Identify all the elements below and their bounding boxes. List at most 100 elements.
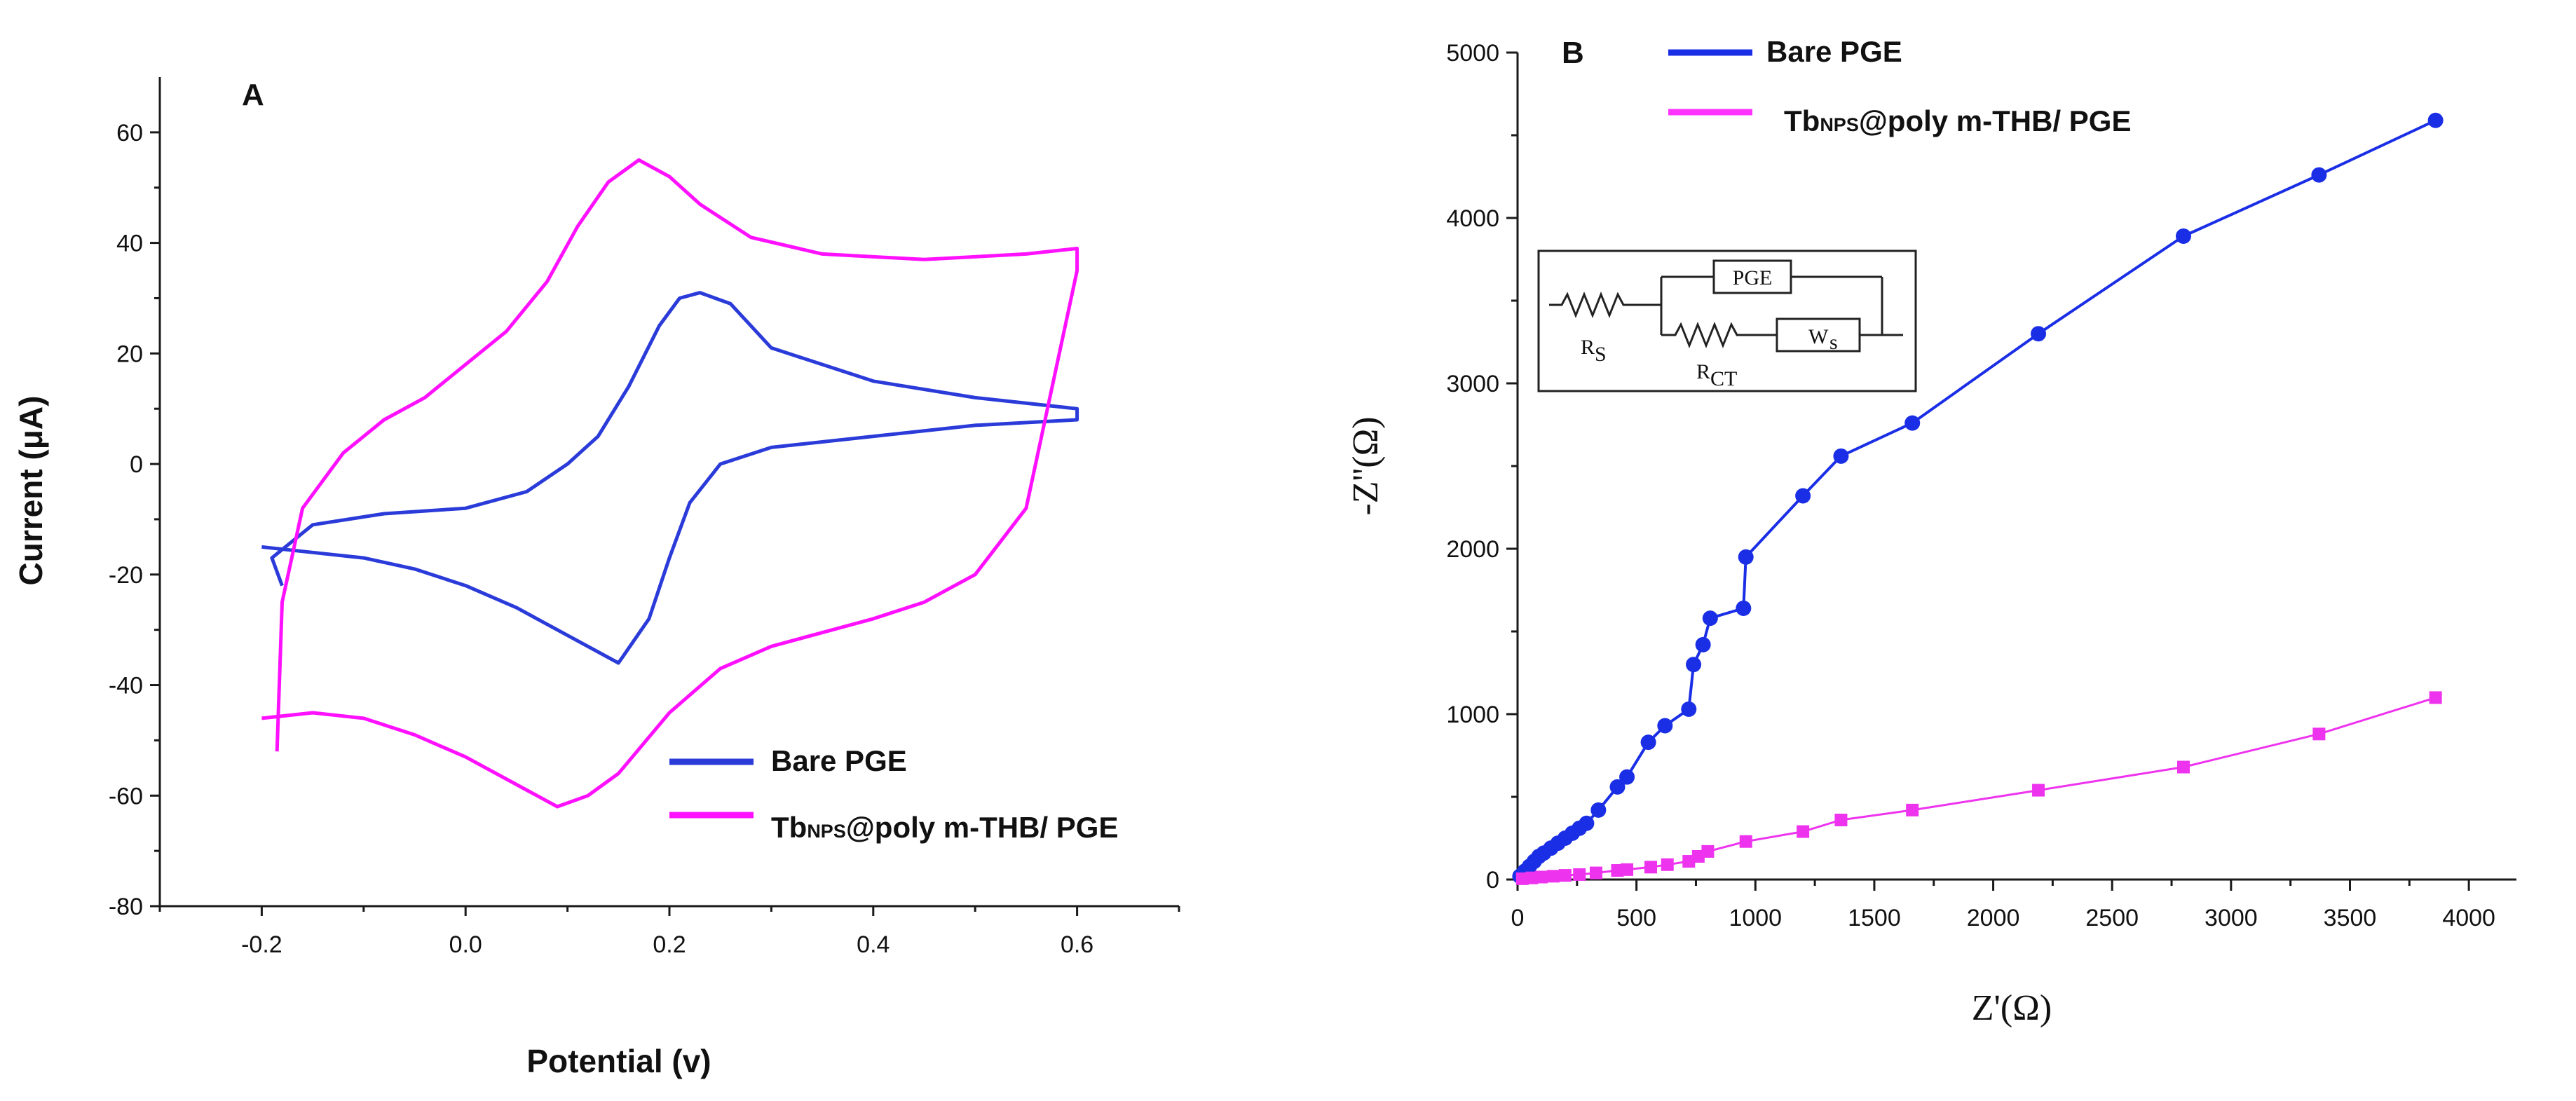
eis-tb-nps-point <box>1739 835 1752 848</box>
a-y-tick-label: -80 <box>109 894 143 920</box>
a-x-tick-label: 0.6 <box>1061 931 1093 958</box>
legend-a-bare-label: Bare PGE <box>771 744 907 777</box>
resistor-rct-symbol <box>1661 321 1777 349</box>
legend-b-tb-label: TbNPS@poly m-THB/ PGE <box>1784 104 2132 137</box>
eis-tb-nps-point <box>1611 864 1624 877</box>
b-x-tick-label: 2000 <box>1967 905 2020 931</box>
eis-bare-pge-point <box>1904 415 1921 431</box>
circuit-pge-box <box>1712 259 1792 294</box>
eis-bare-pge-point <box>1736 600 1752 616</box>
eis-bare-pge-point <box>1695 636 1711 652</box>
panel-b-x-title: Z'(Ω) <box>1972 988 2052 1028</box>
a-y-tick-label: 40 <box>116 231 143 257</box>
legend-a-tb-subscript: NPS <box>807 821 846 842</box>
a-x-tick-label: 0.4 <box>857 931 890 958</box>
eis-bare-pge-point <box>1640 734 1656 751</box>
circuit-label-r: R <box>1581 336 1595 359</box>
b-y-tick-label: 5000 <box>1446 40 1499 67</box>
circuit-label-s: S <box>1595 343 1607 366</box>
a-y-tick-label: 0 <box>130 451 143 478</box>
eis-bare-pge-point <box>1833 448 1849 464</box>
eis-bare-pge-point <box>1609 779 1626 795</box>
eis-bare-pge-point <box>2311 167 2327 183</box>
eis-tb-nps-point <box>1682 855 1696 868</box>
eis-bare-pge-point <box>1702 610 1718 627</box>
eis-bare-pge-point <box>1738 549 1754 565</box>
circuit-inset: R S PGE R CT W s <box>1537 249 1917 392</box>
b-x-tick-label: 3500 <box>2324 905 2377 931</box>
b-x-tick-label: 2500 <box>2085 905 2139 931</box>
b-x-tick-label: 0 <box>1511 905 1525 931</box>
eis-tb-nps-point <box>1834 814 1848 827</box>
panel-a: A -0.2 0.0 0.2 0.4 0.6 -80 -60 -40 -20 0 20 40 60 Cu… <box>13 77 1180 1079</box>
eis-tb-nps-point <box>1525 871 1539 884</box>
eis-bare-pge-point <box>2427 112 2444 128</box>
eis-tb-nps-point <box>1644 861 1657 874</box>
b-x-tick-label: 1500 <box>1848 905 1901 931</box>
eis-tb-nps-point <box>1906 803 1919 816</box>
eis-bare-pge-point <box>1795 488 1811 504</box>
b-y-tick-label: 1000 <box>1446 702 1499 728</box>
b-x-tick-label: 4000 <box>2442 905 2495 931</box>
panel-a-y-title: Current (μA) <box>13 396 49 586</box>
eis-tb-nps-point <box>1691 849 1705 863</box>
cv-bare-pge-curve <box>261 291 1079 665</box>
a-y-tick-label: 60 <box>116 120 143 146</box>
eis-tb-nps-point <box>2312 727 2326 741</box>
panel-b-letter: B <box>1562 36 1584 70</box>
b-y-tick-label: 4000 <box>1446 205 1499 232</box>
panel-b: B 0 500 1000 1500 2000 2500 3000 3500 4000 0 1000 2… <box>1346 35 2516 1028</box>
a-y-tick-label: -40 <box>109 673 143 699</box>
eis-tb-nps-point <box>1558 869 1572 882</box>
b-x-tick-label: 3000 <box>2204 905 2258 931</box>
eis-tb-nps-point <box>2177 760 2190 774</box>
panel-b-legend: Bare PGE TbNPS@poly m-THB/ PGE <box>1668 35 2132 137</box>
b-x-tick-label: 1000 <box>1729 905 1782 931</box>
a-y-tick-label: -60 <box>109 783 143 809</box>
panel-a-letter: A <box>242 78 264 112</box>
panel-a-legend: Bare PGE TbNPS@poly m-THB/ PGE <box>669 744 1119 844</box>
eis-bare-pge-point <box>1579 815 1595 831</box>
b-y-tick-label: 2000 <box>1446 536 1499 563</box>
eis-tb-nps-point <box>1621 863 1634 876</box>
panel-b-series <box>1512 112 2444 885</box>
eis-tb-nps-point <box>1701 844 1715 858</box>
resistor-rs-symbol <box>1549 291 1661 319</box>
eis-bare-pge-point <box>2176 228 2191 244</box>
b-x-tick-label: 500 <box>1616 905 1656 931</box>
panel-a-x-title: Potential (v) <box>526 1043 711 1079</box>
eis-tb-nps-point <box>2429 691 2442 704</box>
a-y-tick-label: 20 <box>116 341 143 367</box>
legend-b-tb-subscript: NPS <box>1820 114 1859 135</box>
legend-a-tb-label: TbNPS@poly m-THB/ PGE <box>771 811 1119 844</box>
eis-bare-pge-point <box>1619 769 1635 785</box>
legend-b-bare-label: Bare PGE <box>1766 35 1902 68</box>
eis-bare-pge-point <box>1657 718 1673 734</box>
circuit-label-w: W <box>1808 325 1829 348</box>
eis-bare-pge-line <box>1518 118 2437 877</box>
a-x-tick-label: 0.0 <box>449 931 482 958</box>
b-y-tick-label: 0 <box>1486 867 1499 894</box>
eis-tb-nps-point <box>1661 858 1674 871</box>
circuit-label-ws: s <box>1829 331 1838 354</box>
panel-b-ticks: 0 500 1000 1500 2000 2500 3000 3500 4000 0 1000 200… <box>1446 40 2495 931</box>
eis-tb-nps-point <box>1589 866 1602 880</box>
a-y-tick-label: -20 <box>109 562 143 589</box>
cv-tb-nps-curve <box>261 158 1079 809</box>
circuit-label-pge: PGE <box>1733 266 1773 289</box>
a-x-tick-label: -0.2 <box>241 931 282 958</box>
a-x-tick-label: 0.2 <box>653 931 686 958</box>
eis-tb-nps-point <box>1546 870 1560 883</box>
eis-tb-nps-point <box>1534 870 1548 884</box>
panel-b-y-title: -Z''(Ω) <box>1346 416 1386 515</box>
circuit-label-r2: R <box>1696 360 1710 383</box>
panel-a-series <box>261 158 1079 809</box>
eis-tb-nps-point <box>1515 872 1529 885</box>
panel-a-ticks: -0.2 0.0 0.2 0.4 0.6 -80 -60 -40 -20 0 20 40 60 <box>109 120 1180 958</box>
circuit-label-ct: CT <box>1710 367 1737 390</box>
b-y-tick-label: 3000 <box>1446 371 1499 397</box>
eis-bare-pge-point <box>1590 802 1607 818</box>
eis-bare-pge-point <box>1681 701 1697 717</box>
eis-bare-pge-point <box>1686 657 1702 673</box>
